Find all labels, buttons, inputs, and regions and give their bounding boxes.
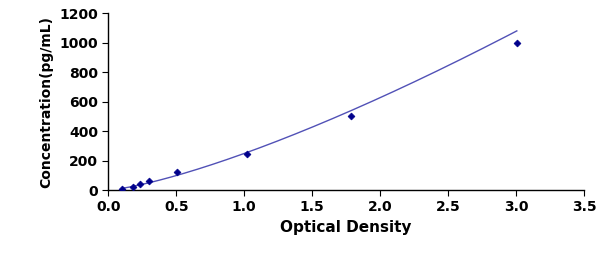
Y-axis label: Concentration(pg/mL): Concentration(pg/mL) [40, 16, 54, 188]
X-axis label: Optical Density: Optical Density [281, 220, 412, 235]
